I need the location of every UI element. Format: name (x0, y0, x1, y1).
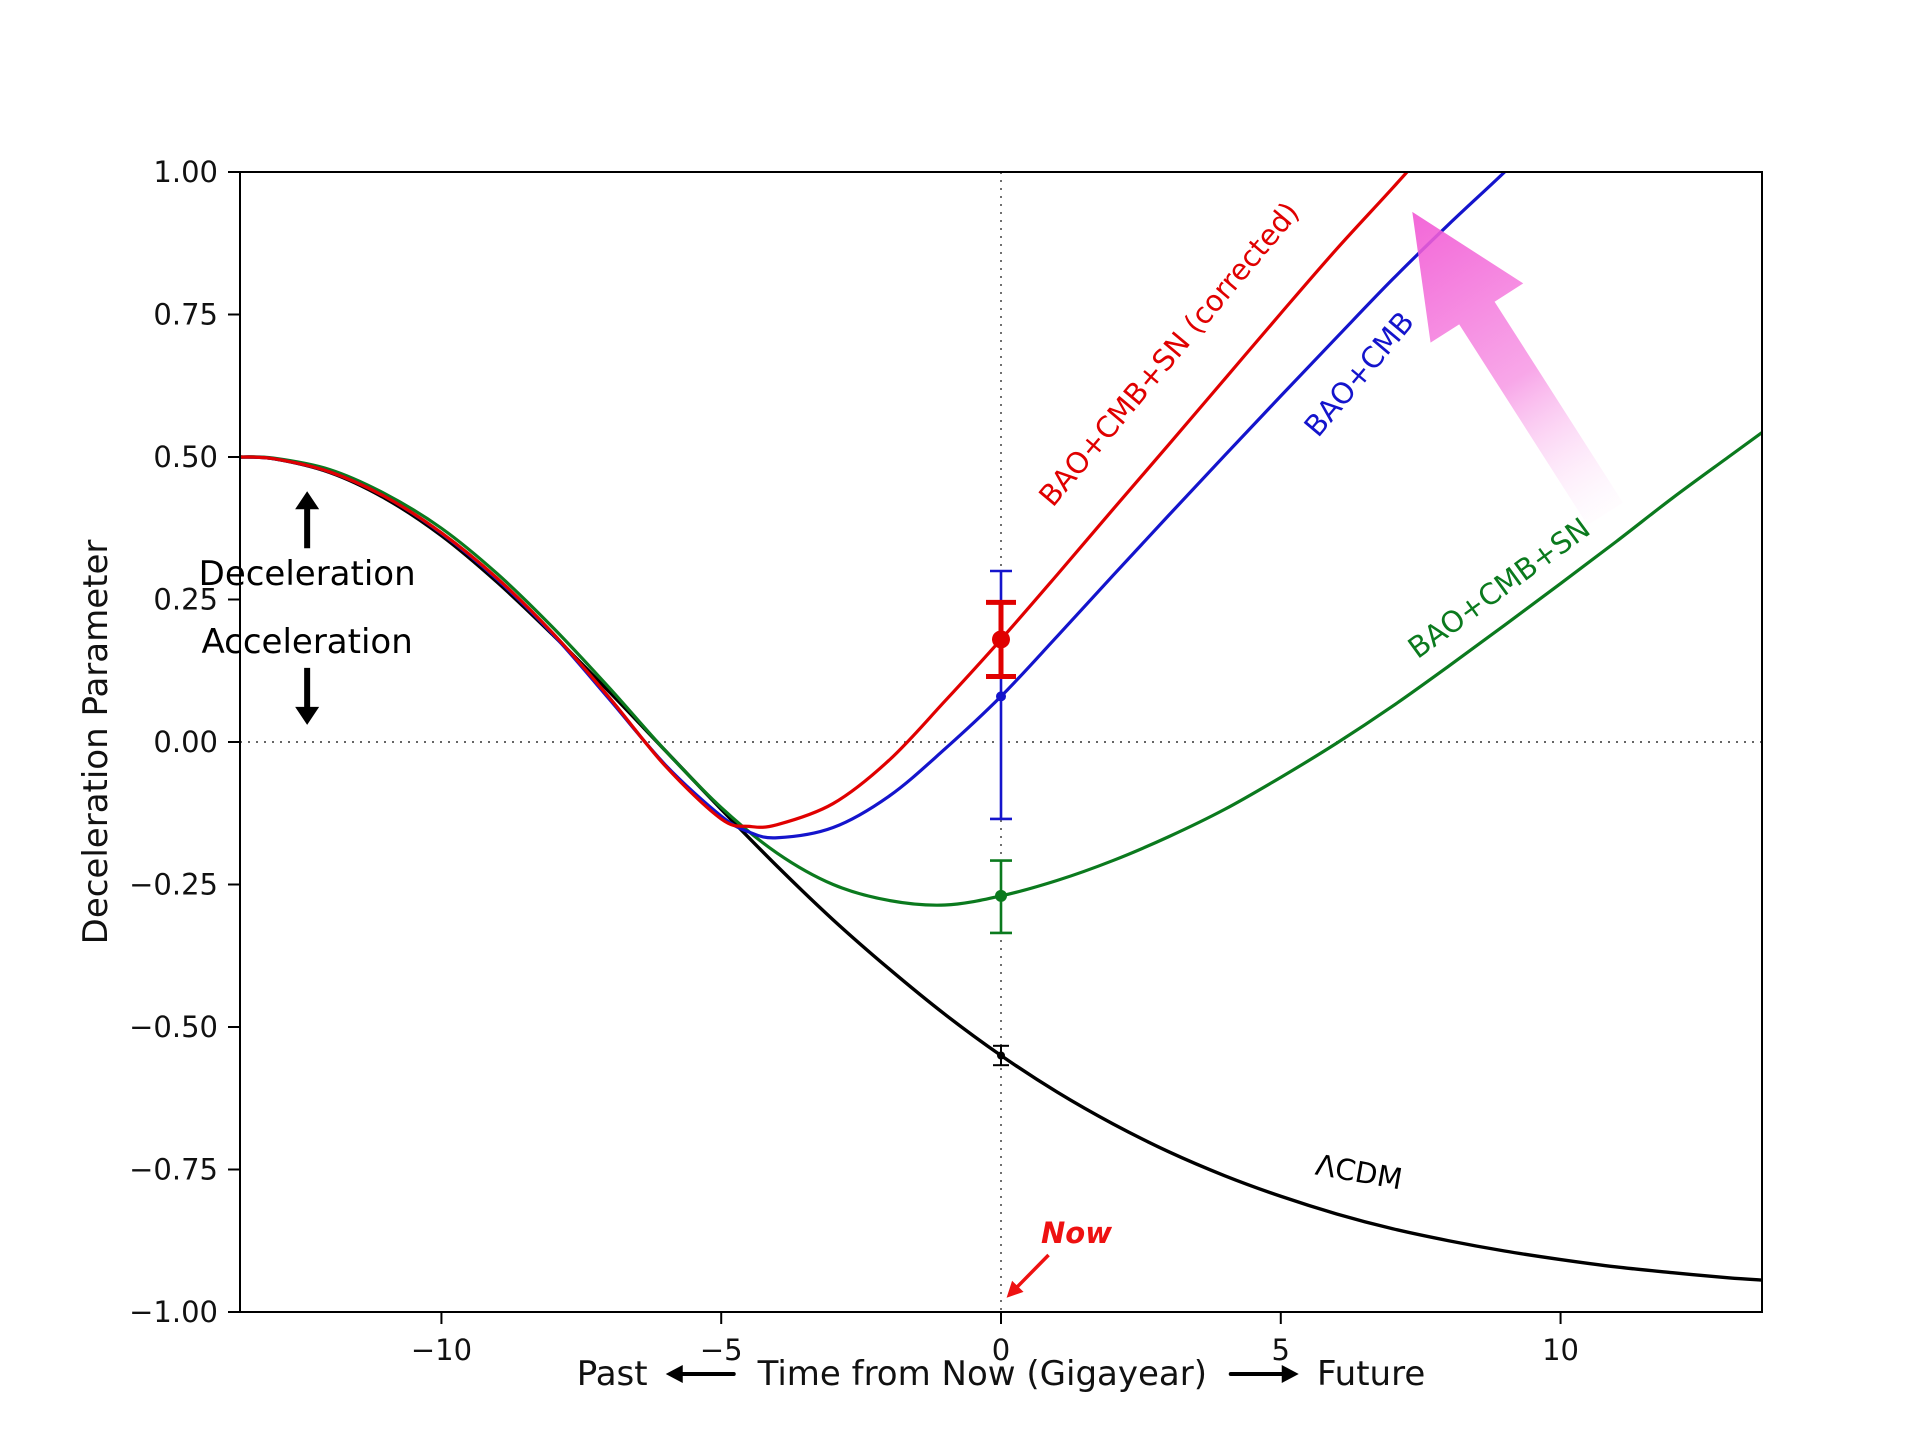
y-tick-label: 0.00 (153, 725, 218, 759)
trend-arrow (1412, 211, 1624, 526)
data-point-lcdm-now (993, 1044, 1009, 1067)
x-axis-label: Past Time from Now (Gigayear) Future (577, 1354, 1426, 1394)
now-label: Now (1041, 1216, 1113, 1251)
x-axis-future-label: Future (1316, 1354, 1426, 1394)
up-arrow-icon (295, 491, 320, 549)
curve-bao-cmb-sn-corrected- (240, 172, 1410, 829)
x-axis-title: Time from Now (Gigayear) (757, 1354, 1207, 1394)
x-axis: −10 −5 0 5 10 (411, 1312, 1579, 1367)
y-tick-label: 1.00 (153, 155, 218, 189)
left-arrow-icon (669, 1372, 736, 1376)
curve--cdm (240, 455, 1762, 1282)
y-tick-label: −0.50 (129, 1010, 218, 1044)
y-tick-label: −0.75 (129, 1153, 218, 1187)
y-tick-label: −1.00 (129, 1295, 218, 1329)
acceleration-label: Acceleration (201, 622, 413, 663)
y-axis: −1.00 −0.75 −0.50 −0.25 0.00 0.25 0.50 0.75 1.00 (129, 155, 240, 1329)
data-point-bao-cmb-sn-now (990, 859, 1012, 935)
x-tick-label: 0 (992, 1333, 1010, 1367)
y-tick-label: 0.75 (153, 298, 218, 332)
x-axis-past-label: Past (576, 1354, 648, 1394)
data-point-corrected-now (986, 599, 1016, 679)
y-tick-label: −0.25 (129, 868, 218, 902)
x-tick-label: 5 (1272, 1333, 1290, 1367)
y-axis-label: Deceleration Parameter (76, 539, 116, 945)
x-tick-label: −10 (411, 1333, 472, 1367)
down-arrow-icon (295, 667, 320, 725)
x-tick-label: −5 (700, 1333, 743, 1367)
x-tick-label: 10 (1542, 1333, 1579, 1367)
right-arrow-icon (1228, 1372, 1295, 1376)
now-arrow-icon (1006, 1253, 1050, 1298)
y-tick-label: 0.25 (153, 583, 218, 617)
deceleration-label: Deceleration (198, 553, 416, 594)
y-tick-label: 0.50 (153, 440, 218, 474)
